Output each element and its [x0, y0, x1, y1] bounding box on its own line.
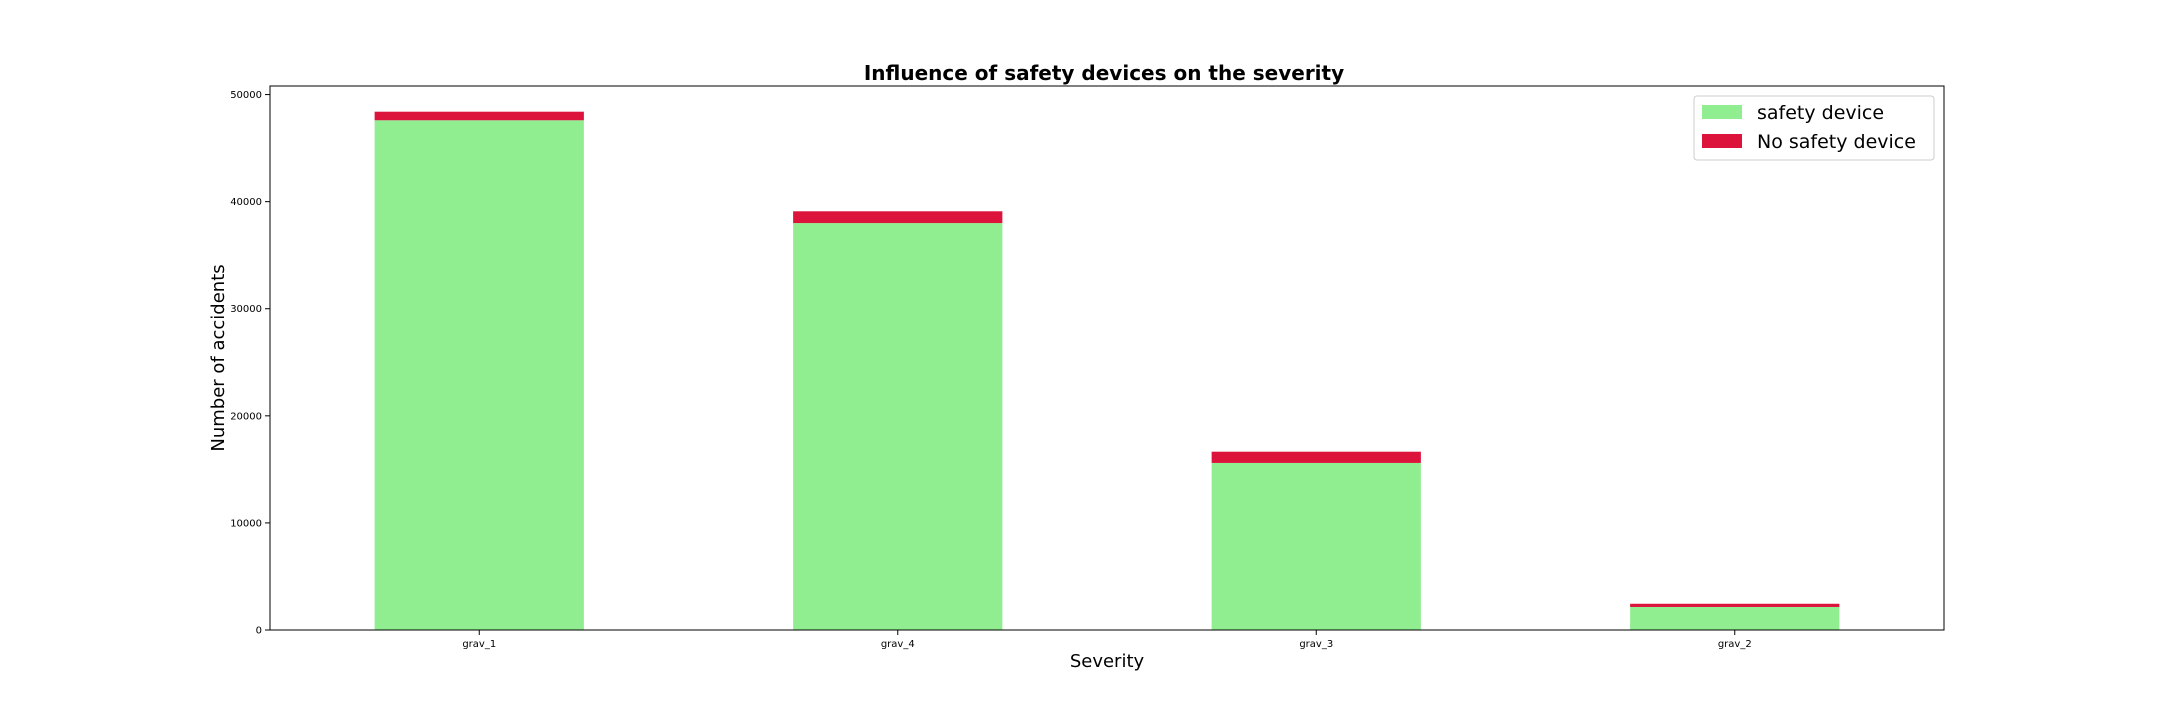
plot-frame [269, 85, 1945, 631]
legend-label-no-safety-device: No safety device [1757, 131, 1916, 153]
x-tick-label: grav_4 [881, 639, 915, 650]
x-tick-label: grav_2 [1718, 639, 1752, 650]
y-tick-label: 10000 [230, 518, 262, 529]
y-tick-label: 40000 [230, 197, 262, 208]
x-axis: grav_1 grav_4 grav_3 grav_2 [462, 630, 1752, 650]
bar-grav_3-safety-device [1211, 462, 1421, 630]
bar-grav_2-no-safety-device [1630, 603, 1840, 607]
legend-swatch-safety-device [1702, 105, 1742, 119]
bar-grav_1-safety-device [374, 120, 584, 631]
legend-swatch-no-safety-device [1702, 134, 1742, 148]
y-tick-label: 30000 [230, 304, 262, 315]
bar-grav_1-no-safety-device [374, 111, 584, 121]
x-tick-label: grav_1 [462, 639, 496, 650]
legend-frame [1693, 95, 1935, 161]
x-tick-label: grav_3 [1299, 639, 1333, 650]
bar-grav_2-safety-device [1630, 606, 1840, 630]
y-axis: 0 10000 20000 30000 40000 50000 [230, 90, 270, 637]
bar-grav_3-no-safety-device [1211, 451, 1421, 463]
x-axis-label: Severity [1070, 651, 1145, 672]
legend-label-safety-device: safety device [1757, 102, 1884, 124]
bar-grav_4-no-safety-device [793, 211, 1003, 224]
y-axis-label: Number of accidents [208, 264, 229, 451]
legend: safety device No safety device [1693, 95, 1935, 161]
y-tick-label: 20000 [230, 411, 262, 422]
y-tick-label: 0 [256, 626, 262, 637]
bar-grav_4-safety-device [793, 223, 1003, 630]
chart-title: Influence of safety devices on the sever… [864, 61, 1344, 85]
bars-group [374, 111, 1840, 631]
y-tick-label: 50000 [230, 90, 262, 101]
